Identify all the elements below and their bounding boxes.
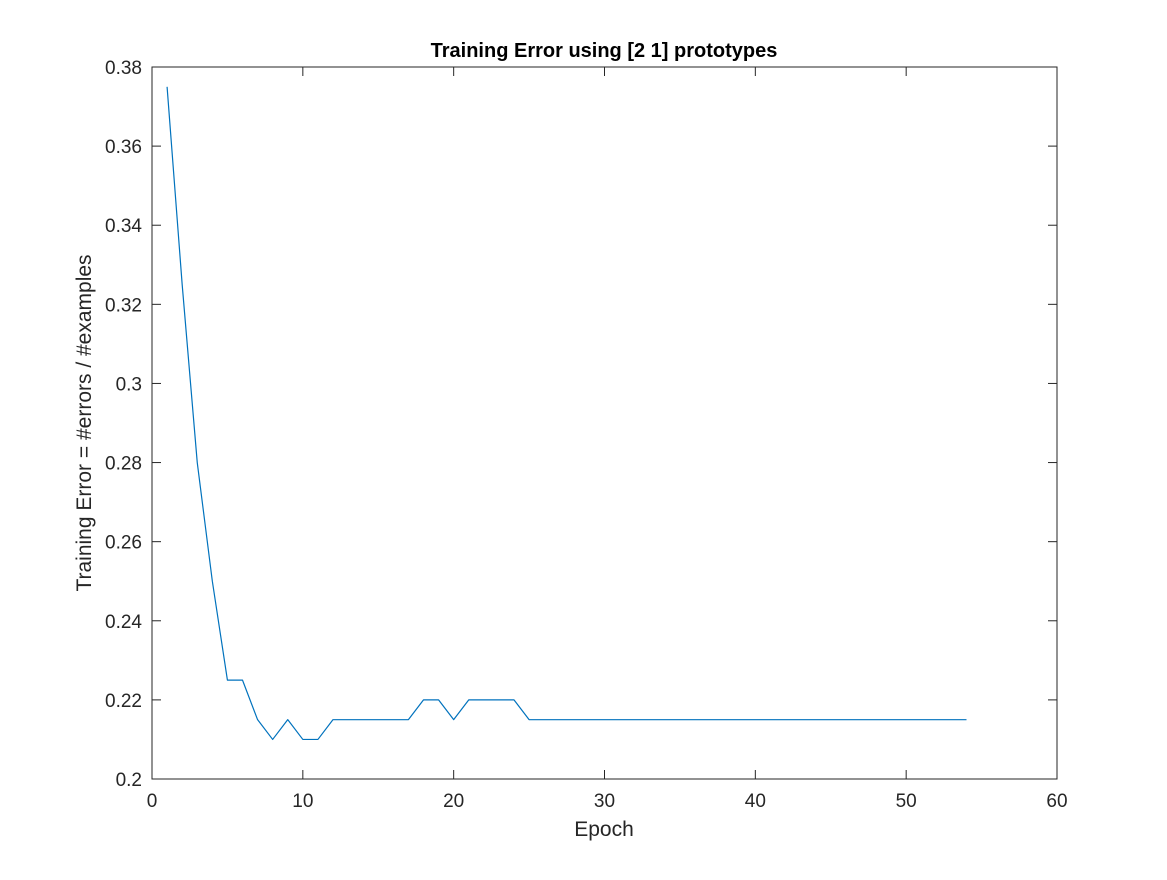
y-tick-label: 0.32 (105, 295, 142, 316)
y-tick-label: 0.22 (105, 691, 142, 712)
x-tick-label: 0 (147, 791, 158, 812)
series-line (166, 86, 967, 741)
y-tick-label: 0.28 (105, 454, 142, 475)
ticks: 0 10 20 30 40 50 60 0.2 0.22 0.24 0.26 0.28 0.3 0.32 0… (105, 58, 1068, 812)
y-tick-label: 0.2 (116, 770, 142, 791)
axes-box (151, 66, 1058, 780)
x-tick-label: 30 (594, 791, 615, 812)
x-tick-label: 10 (292, 791, 313, 812)
x-tick-label: 40 (745, 791, 766, 812)
x-tick-label: 60 (1046, 791, 1067, 812)
y-tick-label: 0.24 (105, 612, 142, 633)
y-tick-label: 0.38 (105, 58, 142, 79)
y-tick-label: 0.34 (105, 216, 142, 237)
y-tick-label: 0.36 (105, 137, 142, 158)
x-axis-label: Epoch (574, 818, 634, 841)
x-tick-label: 50 (896, 791, 917, 812)
y-tick-label: 0.3 (116, 374, 142, 395)
series-layer (166, 86, 967, 741)
x-tick-label: 20 (443, 791, 464, 812)
y-tick-label: 0.26 (105, 533, 142, 554)
chart-title: Training Error using [2 1] prototypes (431, 40, 778, 62)
plot-area (152, 67, 1057, 779)
y-axis-label: Training Error = #errors / #examples (73, 254, 96, 591)
